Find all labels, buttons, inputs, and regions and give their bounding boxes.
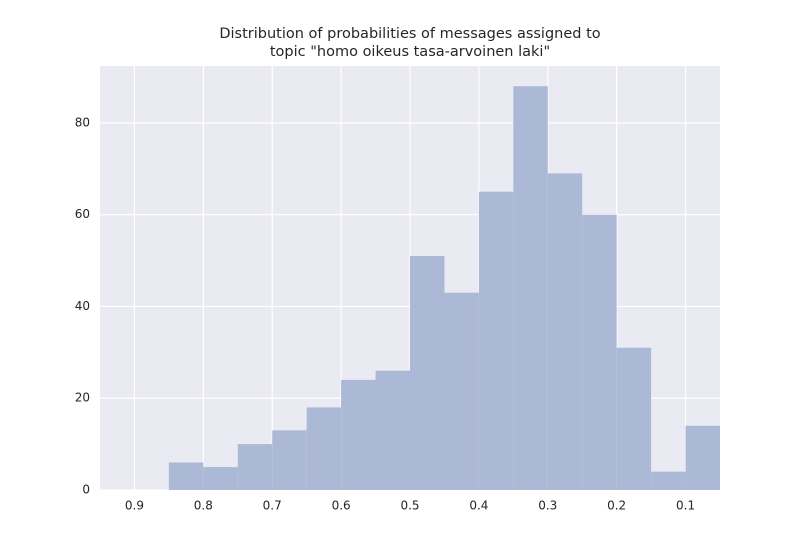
bar xyxy=(203,467,238,490)
x-tick-label: 0.9 xyxy=(125,499,144,513)
bar xyxy=(547,173,583,490)
y-tick-label: 80 xyxy=(75,115,90,129)
bar xyxy=(616,347,652,490)
bar xyxy=(341,379,376,490)
bar xyxy=(478,191,514,490)
x-tick-label: 0.6 xyxy=(332,499,351,513)
bar xyxy=(444,292,479,490)
bar xyxy=(168,462,204,490)
bar xyxy=(375,370,410,490)
chart-title: topic "homo oikeus tasa-arvoinen laki" xyxy=(270,44,550,60)
bar xyxy=(582,214,617,490)
x-tick-label: 0.7 xyxy=(263,499,282,513)
bar xyxy=(272,430,307,490)
bar xyxy=(685,425,720,490)
bar xyxy=(651,471,686,490)
x-tick-label: 0.5 xyxy=(400,499,419,513)
x-tick-label: 0.8 xyxy=(194,499,213,513)
y-tick-label: 40 xyxy=(75,299,90,313)
x-tick-label: 0.4 xyxy=(469,499,488,513)
y-tick-label: 0 xyxy=(82,483,90,497)
y-tick-label: 20 xyxy=(75,391,90,405)
bar xyxy=(306,407,342,490)
y-tick-label: 60 xyxy=(75,207,90,221)
chart-title: Distribution of probabilities of message… xyxy=(219,26,600,42)
bar xyxy=(237,444,273,490)
x-tick-label: 0.1 xyxy=(676,499,695,513)
x-tick-label: 0.2 xyxy=(607,499,626,513)
bar xyxy=(513,86,548,490)
x-tick-label: 0.3 xyxy=(538,499,557,513)
bar xyxy=(410,255,445,490)
